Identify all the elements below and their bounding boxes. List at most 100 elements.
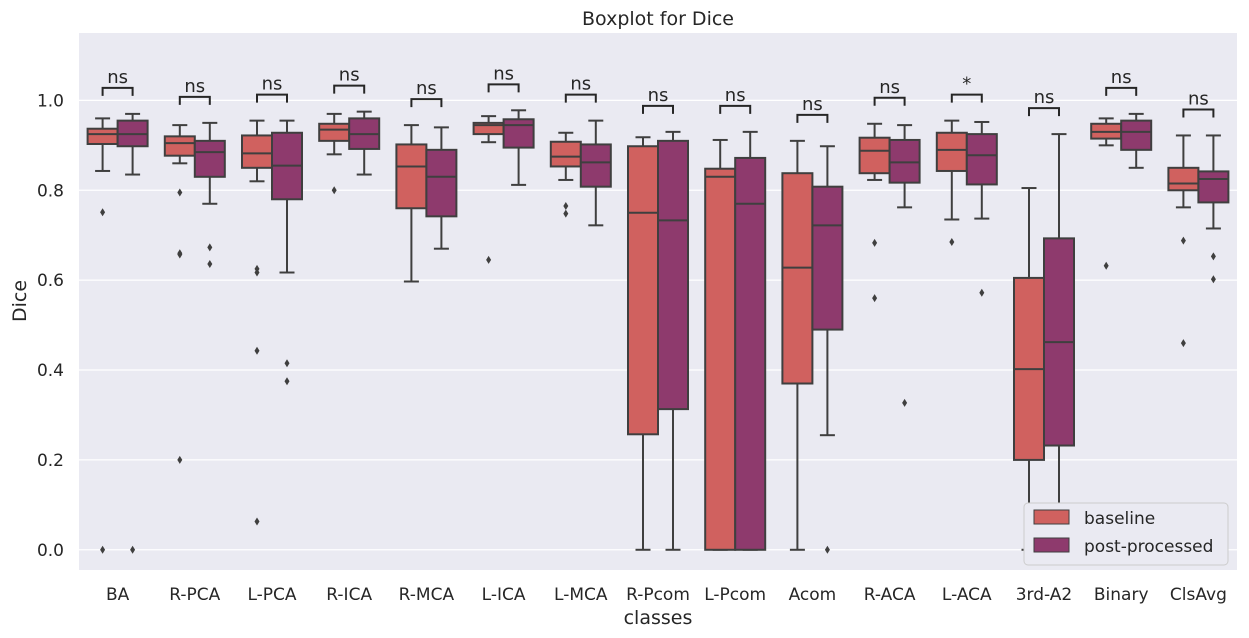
- box-post-processed-3rd-A2: [1043, 133, 1075, 551]
- box-baseline-R-Pcom: [627, 136, 659, 551]
- box-baseline-R-ACA: [858, 122, 891, 303]
- box: [858, 136, 891, 175]
- x-tick-label: Acom: [789, 585, 837, 605]
- outlier-point: [254, 346, 260, 355]
- box-baseline-Acom: [781, 139, 814, 551]
- outlier-point: [177, 188, 183, 197]
- box: [163, 135, 196, 157]
- legend: baseline post-processed: [1023, 502, 1229, 566]
- outlier-point: [486, 255, 492, 264]
- box-baseline-L-Pcom: [704, 138, 737, 551]
- outlier-point: [254, 268, 260, 277]
- outlier-point: [1103, 261, 1109, 270]
- box-baseline-L-PCA: [241, 119, 273, 526]
- legend-frame: [1023, 502, 1229, 566]
- x-tick-label: L-ACA: [942, 585, 992, 605]
- significance-bracket: [487, 83, 520, 93]
- box: [1167, 166, 1200, 192]
- box-baseline-R-ICA: [318, 112, 351, 195]
- significance-label: ns: [493, 63, 514, 84]
- x-tick-label: Binary: [1094, 585, 1149, 605]
- y-tick-label: 0.8: [37, 181, 64, 201]
- outlier-point: [331, 186, 337, 195]
- x-tick-label: R-Pcom: [626, 585, 690, 605]
- box-baseline-R-PCA: [163, 124, 196, 464]
- box: [734, 156, 767, 551]
- outlier-point: [872, 294, 878, 303]
- outlier-point: [177, 250, 183, 259]
- box: [965, 133, 998, 186]
- x-tick-label: BA: [106, 585, 130, 605]
- outlier-point: [207, 243, 213, 252]
- box: [241, 134, 273, 169]
- box-series: [86, 109, 1230, 554]
- legend-label-post-processed: post-processed: [1084, 537, 1213, 557]
- outlier-point: [563, 202, 569, 211]
- outlier-point: [1210, 275, 1216, 284]
- outlier-point: [284, 377, 290, 386]
- legend-swatch-post-processed: [1033, 537, 1070, 553]
- y-tick-label: 0.4: [37, 361, 64, 381]
- y-axis-label: Dice: [9, 280, 31, 322]
- outlier-point: [100, 208, 106, 217]
- x-tick-label: L-ICA: [482, 585, 526, 605]
- significance-label: ns: [416, 78, 437, 99]
- y-tick-label: 0.0: [37, 541, 64, 561]
- outlier-point: [824, 545, 830, 554]
- significance-label: ns: [570, 74, 591, 95]
- significance-label: ns: [648, 85, 669, 106]
- box-post-processed-L-PCA: [271, 119, 303, 386]
- chart-title: Boxplot for Dice: [582, 8, 734, 30]
- box-post-processed-L-MCA: [579, 119, 612, 227]
- y-tick-label: 0.2: [37, 451, 64, 471]
- box-post-processed-R-ICA: [348, 110, 381, 176]
- outlier-point: [284, 359, 290, 368]
- outlier-point: [254, 517, 260, 526]
- box-post-processed-Acom: [811, 145, 844, 554]
- box: [549, 140, 582, 168]
- y-tick-label: 1.0: [37, 91, 64, 111]
- significance-label: ns: [339, 65, 360, 86]
- significance-bracket: [101, 86, 134, 96]
- x-tick-label: 3rd-A2: [1016, 585, 1073, 605]
- outlier-point: [1180, 236, 1186, 245]
- box-post-processed-Binary: [1120, 112, 1153, 169]
- x-tick-label: ClsAvg: [1170, 585, 1227, 605]
- outlier-point: [563, 209, 569, 218]
- box: [781, 172, 814, 385]
- box-baseline-L-MCA: [549, 131, 582, 218]
- significance-label: ns: [262, 74, 283, 95]
- significance-bracket: [410, 98, 443, 108]
- outlier-point: [902, 398, 908, 407]
- box: [627, 145, 659, 436]
- significance-annotations: ns ns ns ns ns ns ns ns ns ns ns * ns ns ns: [101, 63, 1215, 123]
- box: [502, 118, 535, 149]
- box: [811, 185, 844, 331]
- x-tick-label: R-MCA: [399, 585, 455, 605]
- box-post-processed-R-PCA: [193, 121, 226, 268]
- legend-swatch-baseline: [1033, 509, 1070, 525]
- x-tick-label: L-Pcom: [704, 585, 766, 605]
- significance-bracket: [796, 113, 829, 123]
- x-tick-label: R-ACA: [864, 585, 916, 605]
- significance-label: ns: [725, 85, 746, 106]
- x-tick-label: L-PCA: [247, 585, 296, 605]
- outlier-point: [979, 288, 985, 297]
- legend-label-baseline: baseline: [1084, 509, 1155, 529]
- box-post-processed-R-Pcom: [657, 130, 689, 551]
- box: [935, 131, 968, 172]
- significance-label: ns: [1188, 88, 1209, 109]
- significance-label: ns: [879, 77, 900, 98]
- box: [657, 139, 689, 411]
- box: [425, 148, 458, 218]
- box-post-processed-ClsAvg: [1197, 134, 1230, 284]
- significance-label: ns: [1034, 87, 1055, 108]
- box-baseline-ClsAvg: [1167, 134, 1200, 348]
- box-baseline-L-ICA: [472, 115, 505, 264]
- box-post-processed-L-Pcom: [734, 130, 767, 551]
- significance-label: *: [962, 74, 971, 95]
- y-tick-label: 0.6: [37, 271, 64, 291]
- box-post-processed-R-ACA: [888, 124, 921, 407]
- significance-label: ns: [107, 67, 128, 88]
- box: [395, 143, 428, 210]
